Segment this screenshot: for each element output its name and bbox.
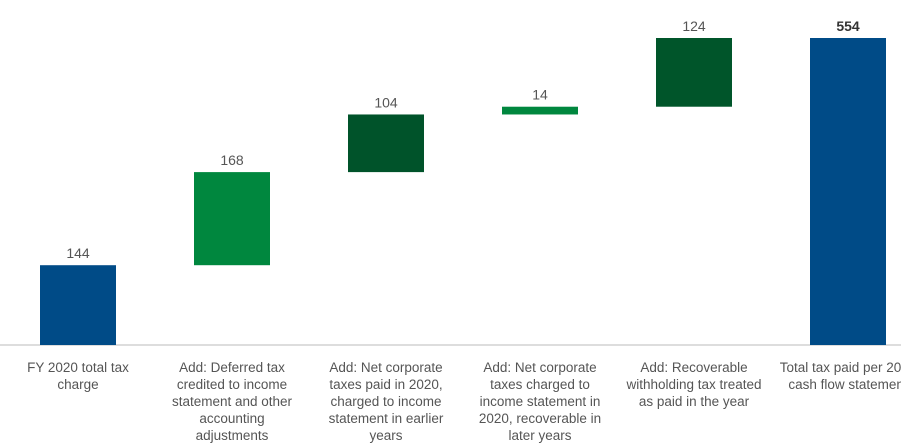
data-label: 14 bbox=[532, 87, 548, 103]
x-tick-label: Add: Net corporate taxes paid in 2020, c… bbox=[328, 360, 444, 443]
x-tick-label: Add: Recoverable withholding tax treated… bbox=[626, 360, 762, 409]
bar bbox=[502, 106, 578, 115]
data-label: 168 bbox=[220, 152, 244, 168]
data-label: 554 bbox=[836, 18, 860, 34]
x-tick-label: Add: Net corporate taxes charged to inco… bbox=[478, 360, 602, 443]
x-tick-label: Total tax paid per 2020 cash flow statem… bbox=[779, 360, 901, 392]
bar bbox=[194, 172, 270, 266]
bar bbox=[656, 38, 732, 107]
data-label: 124 bbox=[682, 18, 706, 34]
bar bbox=[348, 114, 424, 173]
data-label: 144 bbox=[66, 245, 90, 261]
data-label: 104 bbox=[374, 94, 398, 110]
bar bbox=[810, 38, 886, 345]
x-tick-label: FY 2020 total tax charge bbox=[27, 360, 129, 392]
bar bbox=[40, 265, 116, 345]
x-tick-label: Add: Deferred tax credited to income sta… bbox=[171, 360, 293, 443]
